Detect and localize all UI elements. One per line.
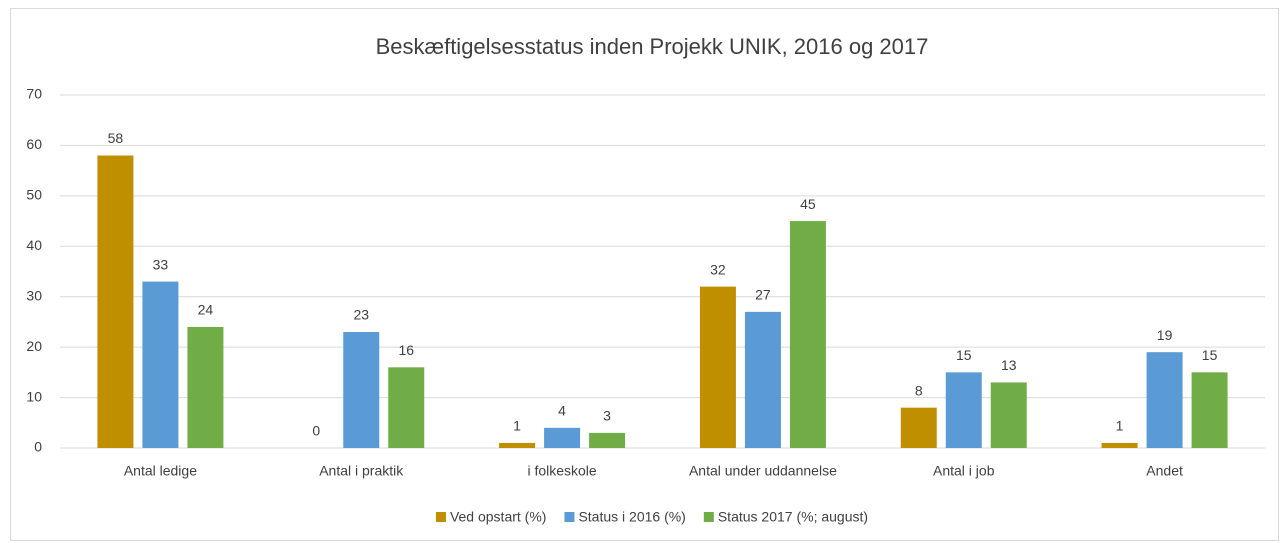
x-tick-label: Antal ledige <box>124 463 197 479</box>
x-tick-label: i folkeskole <box>527 463 596 479</box>
bar <box>589 432 626 448</box>
bar <box>789 221 826 448</box>
data-label: 24 <box>198 302 214 318</box>
data-label: 4 <box>558 403 566 419</box>
legend-swatch <box>564 512 575 522</box>
bar <box>1146 352 1183 448</box>
data-label: 45 <box>800 196 816 212</box>
data-label: 23 <box>353 307 369 323</box>
data-label: 1 <box>513 418 521 434</box>
bar <box>945 372 982 448</box>
bar <box>990 382 1027 448</box>
data-label: 15 <box>1202 347 1218 363</box>
data-label: 33 <box>153 256 169 272</box>
bar <box>97 155 134 448</box>
y-tick-label: 10 <box>26 388 42 404</box>
data-label: 8 <box>915 382 923 398</box>
bar <box>699 286 736 448</box>
data-label: 13 <box>1001 357 1017 373</box>
legend-label: Status 2017 (%; august) <box>718 509 868 525</box>
bar <box>900 407 937 448</box>
chart-title: Beskæftigelsesstatus inden Projekk UNIK,… <box>376 34 929 59</box>
x-tick-label: Antal under uddannelse <box>689 463 837 479</box>
chart-border <box>10 8 1279 541</box>
y-tick-label: 40 <box>26 237 42 253</box>
data-label: 15 <box>956 347 972 363</box>
x-tick-label: Antal i praktik <box>319 463 404 479</box>
y-tick-label: 60 <box>26 136 42 152</box>
y-tick-label: 70 <box>26 86 42 102</box>
data-label: 1 <box>1116 418 1124 434</box>
data-label: 3 <box>603 408 611 424</box>
bar <box>1101 442 1138 448</box>
y-tick-label: 30 <box>26 287 42 303</box>
bar <box>187 326 224 448</box>
bar <box>388 367 425 448</box>
x-tick-label: Andet <box>1146 463 1183 479</box>
bar <box>343 332 380 448</box>
data-label: 16 <box>398 342 414 358</box>
x-tick-label: Antal i job <box>933 463 995 479</box>
data-label: 27 <box>755 287 771 303</box>
bar <box>142 281 179 448</box>
data-label: 0 <box>312 423 320 439</box>
data-label: 32 <box>710 261 726 277</box>
y-tick-label: 0 <box>34 439 42 455</box>
y-tick-label: 20 <box>26 338 42 354</box>
y-tick-label: 50 <box>26 187 42 203</box>
bar <box>1191 372 1228 448</box>
legend-label: Ved opstart (%) <box>450 509 547 525</box>
bar <box>544 427 581 448</box>
bar <box>744 311 781 448</box>
legend-swatch <box>435 512 446 522</box>
legend-swatch <box>703 512 714 522</box>
legend-label: Status i 2016 (%) <box>578 509 685 525</box>
data-label: 58 <box>108 130 124 146</box>
bar <box>499 442 536 448</box>
data-label: 19 <box>1157 327 1173 343</box>
